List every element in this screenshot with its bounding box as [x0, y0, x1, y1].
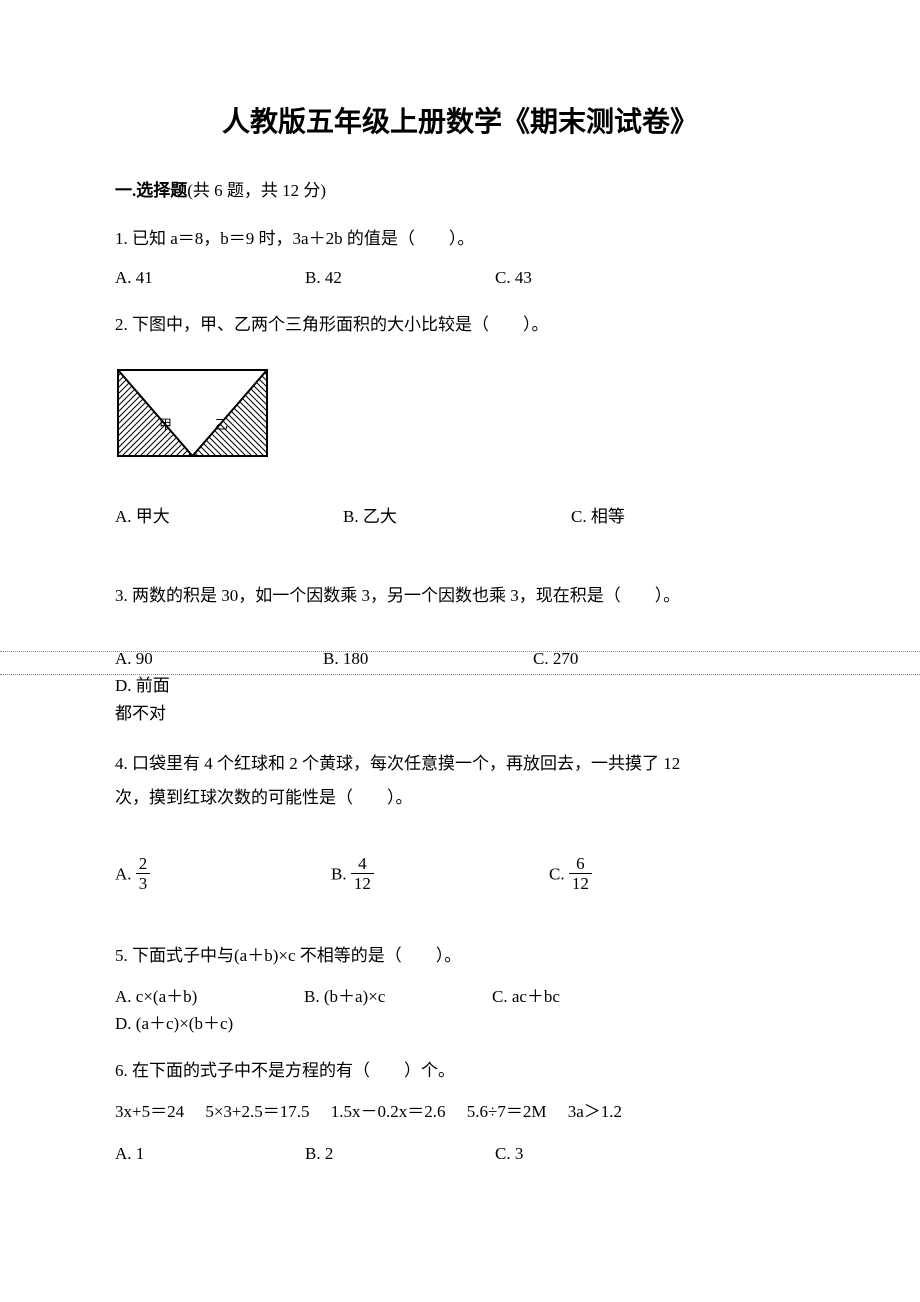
q5-text: 5. 下面式子中与(a＋b)×c 不相等的是（ ）。 — [115, 942, 805, 969]
q3-text: 3. 两数的积是 30，如一个因数乘 3，另一个因数也乘 3，现在积是（ ）。 — [115, 582, 805, 609]
q6-opt-c: C. 3 — [495, 1140, 685, 1167]
q3-opt-d: D. 前面 — [115, 672, 175, 699]
q2-options: A. 甲大 B. 乙大 C. 相等 — [115, 503, 805, 530]
fraction-b: 412 — [351, 855, 374, 892]
q3-options: A. 90 B. 180 C. 270 D. 前面 都不对 — [115, 645, 805, 727]
q1-options: A. 41 B. 42 C. 43 — [115, 264, 805, 291]
section-header: 一.选择题(共 6 题，共 12 分) — [115, 176, 805, 201]
q3-opt-c: C. 270 — [533, 645, 758, 672]
section-name: 选择题 — [136, 181, 187, 200]
q2-label-right: 乙 — [215, 417, 228, 432]
q5-opt-b: B. (b＋a)×c — [304, 983, 492, 1010]
section-number: 一. — [115, 181, 136, 200]
question-4: 4. 口袋里有 4 个红球和 2 个黄球，每次任意摸一个，再放回去，一共摸了 1… — [115, 747, 805, 894]
q3-opt-d-line2: 都不对 — [115, 700, 805, 727]
question-2: 2. 下图中，甲、乙两个三角形面积的大小比较是（ ）。 甲 乙 A. — [115, 311, 805, 530]
q5-opt-d: D. (a＋c)×(b＋c) — [115, 1010, 275, 1037]
question-5: 5. 下面式子中与(a＋b)×c 不相等的是（ ）。 A. c×(a＋b) B.… — [115, 942, 805, 1038]
q3-opt-a: A. 90 — [115, 645, 323, 672]
q3-opt-b: B. 180 — [323, 645, 533, 672]
q5-opt-a: A. c×(a＋b) — [115, 983, 304, 1010]
q2-diagram: 甲 乙 — [115, 367, 805, 467]
q1-opt-b: B. 42 — [305, 264, 495, 291]
q6-text: 6. 在下面的式子中不是方程的有（ ）个。 — [115, 1057, 805, 1084]
q6-opt-a: A. 1 — [115, 1140, 305, 1167]
q4-opt-a: A. 23 — [115, 857, 331, 894]
fraction-c: 612 — [569, 855, 592, 892]
q1-opt-a: A. 41 — [115, 264, 305, 291]
dotted-rule-bottom — [0, 674, 920, 675]
q1-opt-c: C. 43 — [495, 264, 685, 291]
question-3: 3. 两数的积是 30，如一个因数乘 3，另一个因数也乘 3，现在积是（ ）。 … — [115, 582, 805, 727]
q4-opt-c: C. 612 — [549, 857, 709, 894]
q2-text: 2. 下图中，甲、乙两个三角形面积的大小比较是（ ）。 — [115, 311, 805, 338]
q6-options: A. 1 B. 2 C. 3 — [115, 1140, 805, 1167]
dotted-rule-top — [0, 651, 920, 652]
page-title: 人教版五年级上册数学《期末测试卷》 — [115, 100, 805, 140]
fraction-a: 23 — [136, 855, 151, 892]
q5-opt-c: C. ac＋bc — [492, 983, 655, 1010]
question-1: 1. 已知 a＝8，b＝9 时，3a＋2b 的值是（ ）。 A. 41 B. 4… — [115, 225, 805, 291]
q6-opt-b: B. 2 — [305, 1140, 495, 1167]
q5-options: A. c×(a＋b) B. (b＋a)×c C. ac＋bc D. (a＋c)×… — [115, 983, 805, 1037]
question-6: 6. 在下面的式子中不是方程的有（ ）个。 3x+5＝24 5×3+2.5＝17… — [115, 1057, 805, 1167]
q1-text: 1. 已知 a＝8，b＝9 时，3a＋2b 的值是（ ）。 — [115, 225, 805, 252]
q4-text-line1: 4. 口袋里有 4 个红球和 2 个黄球，每次任意摸一个，再放回去，一共摸了 1… — [115, 747, 805, 781]
q2-opt-b: B. 乙大 — [343, 503, 571, 530]
q2-opt-c: C. 相等 — [571, 503, 731, 530]
q4-text-line2: 次，摸到红球次数的可能性是（ ）。 — [115, 781, 805, 815]
section-meta: (共 6 题，共 12 分) — [187, 181, 326, 200]
q6-equations: 3x+5＝24 5×3+2.5＝17.5 1.5x－0.2x＝2.6 5.6÷7… — [115, 1098, 805, 1125]
q4-opt-b: B. 412 — [331, 857, 549, 894]
q2-label-left: 甲 — [159, 417, 172, 432]
q4-options: A. 23 B. 412 C. 612 — [115, 857, 805, 894]
q2-opt-a: A. 甲大 — [115, 503, 343, 530]
